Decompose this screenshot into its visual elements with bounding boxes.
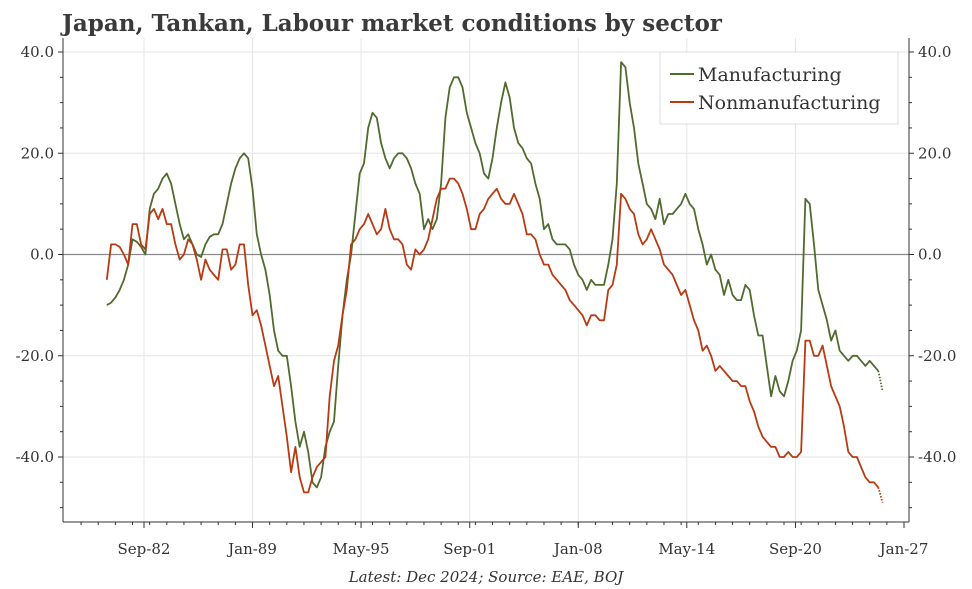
x-tick-label: Sep-82 — [118, 540, 171, 558]
plot-area — [63, 61, 909, 503]
series-line-manufacturing — [106, 61, 879, 489]
y-tick-label-right: 20.0 — [918, 144, 951, 162]
x-tick-label: Sep-20 — [769, 540, 822, 558]
y-tick-label-left: 40.0 — [21, 43, 54, 61]
x-tick-label: Sep-01 — [443, 540, 496, 558]
x-tick-label: May-14 — [658, 540, 715, 558]
legend-box — [659, 51, 899, 125]
series-forecast-manufacturing — [877, 370, 884, 392]
y-tick-label-right: -20.0 — [918, 347, 956, 365]
axes: 40.0 40.0 20.0 20.0 0.0 0.0 -20.0 -20.0 -40.0 -40… — [16, 38, 956, 558]
series-forecast-nonmanufacturing — [877, 487, 884, 503]
y-tick-label-left: -40.0 — [16, 448, 54, 466]
y-tick-label-right: 40.0 — [918, 43, 951, 61]
x-tick-label: Jan-27 — [878, 540, 929, 558]
series-line-nonmanufacturing — [105, 177, 879, 494]
x-tick-label: Jan-08 — [552, 540, 603, 558]
legend: Manufacturing Nonmanufacturing — [659, 51, 899, 125]
chart-caption: Latest: Dec 2024; Source: EAE, BOJ — [348, 568, 625, 586]
y-tick-label-left: 20.0 — [21, 144, 54, 162]
x-tick-label: May-95 — [333, 540, 390, 558]
legend-label-manufacturing: Manufacturing — [698, 64, 842, 86]
y-tick-label-left: 0.0 — [30, 246, 54, 264]
x-tick-label: Jan-89 — [226, 540, 277, 558]
y-tick-label-left: -20.0 — [16, 347, 54, 365]
y-tick-label-right: 0.0 — [918, 246, 942, 264]
chart-title: Japan, Tankan, Labour market conditions … — [60, 10, 723, 37]
y-tick-label-right: -40.0 — [918, 448, 956, 466]
legend-label-nonmanufacturing: Nonmanufacturing — [698, 92, 881, 114]
